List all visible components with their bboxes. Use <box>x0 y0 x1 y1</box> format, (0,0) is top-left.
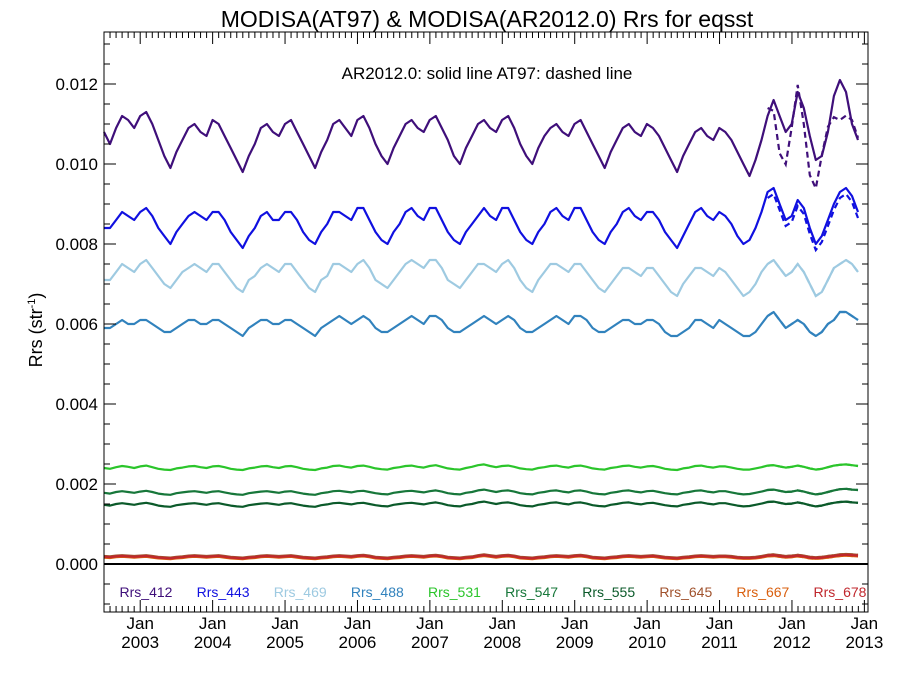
x-tick-month-label: Jan <box>706 614 733 633</box>
series-line-rrs-469 <box>104 258 859 298</box>
y-tick-label: 0.008 <box>55 235 98 254</box>
y-axis-label: Rrs (str-1) <box>26 293 46 368</box>
chart-title: MODISA(AT97) & MODISA(AR2012.0) Rrs for … <box>221 6 754 32</box>
x-tick-year-label: 2007 <box>411 633 449 652</box>
series-line-rrs-488 <box>104 310 859 338</box>
x-tick-month-label: Jan <box>489 614 516 633</box>
series-dashed-line-rrs-555 <box>767 500 859 508</box>
x-tick-year-label: 2012 <box>773 633 811 652</box>
legend-entry: Rrs_678 <box>814 584 867 600</box>
x-tick-month-label: Jan <box>561 614 588 633</box>
y-tick-label: 0.004 <box>55 395 98 414</box>
x-tick-year-label: 2008 <box>483 633 521 652</box>
series-dashed-line-rrs-443 <box>766 192 860 253</box>
legend-entry: Rrs_412 <box>120 584 173 600</box>
x-tick-year-label: 2010 <box>628 633 666 652</box>
y-tick-label: 0.012 <box>55 75 98 94</box>
series-line-rrs-531 <box>103 463 859 472</box>
series-dashed-line-rrs-531 <box>767 463 859 471</box>
legend-entry: Rrs_488 <box>351 584 404 600</box>
series-line-rrs-443 <box>104 186 860 250</box>
x-tick-year-label: 2011 <box>701 633 738 652</box>
y-tick-label: 0.000 <box>55 555 98 574</box>
x-tick-year-label: 2003 <box>121 633 159 652</box>
series-dashed-line-rrs-412 <box>767 84 860 192</box>
series-line-rrs-555 <box>103 500 859 508</box>
legend-entry: Rrs_547 <box>505 584 558 600</box>
line-style-annotation: AR2012.0: solid line AT97: dashed line <box>342 64 633 83</box>
legend-entry: Rrs_443 <box>197 584 250 600</box>
x-tick-month-label: Jan <box>851 614 878 633</box>
series-line-rrs-412 <box>103 78 860 178</box>
x-tick-year-label: 2013 <box>845 633 883 652</box>
legend-entry: Rrs_555 <box>582 584 635 600</box>
x-tick-month-label: Jan <box>199 614 226 633</box>
plot-frame <box>103 31 869 613</box>
x-tick-year-label: 2005 <box>266 633 304 652</box>
series-dashed-line-rrs-488 <box>766 310 859 338</box>
x-tick-month-label: Jan <box>416 614 443 633</box>
series-dashed-line-rrs-547 <box>767 487 859 496</box>
legend-entry: Rrs_667 <box>736 584 789 600</box>
x-tick-year-label: 2009 <box>556 633 594 652</box>
y-tick-label: 0.002 <box>55 475 98 494</box>
x-tick-month-label: Jan <box>126 614 153 633</box>
series-line-rrs-678 <box>103 553 859 560</box>
series-line-rrs-547 <box>103 487 859 496</box>
y-tick-label: 0.006 <box>55 315 98 334</box>
x-tick-year-label: 2006 <box>339 633 377 652</box>
legend-entry: Rrs_469 <box>274 584 327 600</box>
y-tick-label: 0.010 <box>55 155 98 174</box>
legend-entry: Rrs_645 <box>659 584 712 600</box>
legend-entry: Rrs_531 <box>428 584 481 600</box>
x-tick-month-label: Jan <box>778 614 805 633</box>
x-tick-month-label: Jan <box>344 614 371 633</box>
series-dashed-line-rrs-678 <box>767 553 859 560</box>
series-dashed-line-rrs-469 <box>766 258 859 298</box>
x-tick-year-label: 2004 <box>194 633 232 652</box>
x-tick-month-label: Jan <box>271 614 298 633</box>
y-axis-label-superscript: -1 <box>26 299 38 309</box>
x-tick-month-label: Jan <box>633 614 660 633</box>
